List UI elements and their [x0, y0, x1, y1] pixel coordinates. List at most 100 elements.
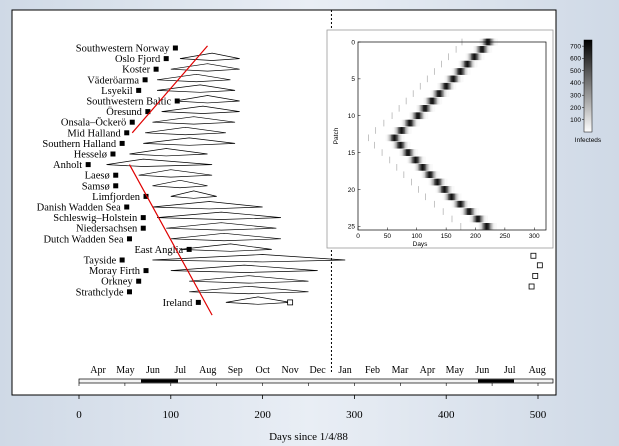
- heatmap-cell: [444, 75, 447, 83]
- epidemic-shape: [175, 95, 240, 104]
- heatmap-cell: [388, 134, 391, 142]
- heatmap-cell: [396, 141, 400, 149]
- heatmap-cell: [403, 119, 407, 127]
- heatmap-cell: [433, 178, 437, 186]
- heatmap-cell: [462, 200, 465, 208]
- heatmap-cell: [432, 97, 436, 105]
- open-marker: [530, 252, 537, 259]
- heatmap-cell: [466, 60, 470, 68]
- heatmap-cell: [470, 53, 474, 61]
- heatmap-cell: [478, 46, 482, 53]
- heatmap-cell: [414, 156, 418, 164]
- heatmap-cell: [413, 119, 416, 127]
- heatmap-cell: [447, 186, 451, 193]
- site-label: Anholt: [53, 160, 82, 171]
- heatmap-cell: [453, 75, 457, 83]
- heatmap-cell: [476, 53, 480, 61]
- heatmap-cell: [449, 75, 453, 83]
- colorbar-tick-label: 400: [570, 80, 581, 87]
- heatmap-cell: [439, 186, 443, 193]
- heatmap-cell: [415, 112, 419, 120]
- heatmap-cell: [417, 112, 420, 120]
- heatmap-cell: [466, 53, 470, 61]
- heatmap-cell: [402, 119, 405, 127]
- heatmap-cell: [418, 105, 422, 112]
- colorbar-title: Infecteds: [575, 137, 602, 144]
- heatmap-cell: [464, 208, 467, 215]
- heatmap-cell: [426, 171, 429, 179]
- heatmap-cell: [434, 97, 437, 105]
- heatmap-cell: [472, 60, 475, 68]
- onset-marker: [126, 289, 132, 295]
- epidemic-shape: [170, 232, 281, 242]
- heatmap-cell: [469, 53, 473, 61]
- heatmap-cell: [417, 119, 420, 127]
- heatmap-cell: [481, 53, 485, 61]
- heatmap-cell: [399, 127, 403, 134]
- colorbar-tick-label: 600: [570, 56, 581, 63]
- heatmap-cell: [481, 215, 484, 223]
- heatmap-cell: [431, 178, 434, 186]
- inset-y-tick-label: 25: [348, 224, 356, 231]
- heatmap-cell: [456, 75, 460, 83]
- open-marker: [532, 272, 539, 279]
- heatmap-cell: [446, 186, 450, 193]
- onset-marker: [110, 151, 116, 157]
- epidemic-shape: [170, 264, 318, 273]
- heatmap-cell: [419, 156, 422, 164]
- heatmap-cell: [421, 156, 425, 164]
- heatmap-cell: [443, 90, 447, 97]
- heatmap-cell: [462, 68, 465, 75]
- heatmap-cell: [395, 127, 398, 134]
- colorbar-tick-label: 300: [570, 93, 581, 100]
- heatmap-cell: [479, 222, 482, 230]
- month-label: May: [446, 365, 464, 376]
- heatmap-cell: [474, 46, 478, 53]
- heatmap-cell: [408, 156, 411, 164]
- heatmap-cell: [410, 112, 414, 120]
- heatmap-cell: [432, 90, 436, 97]
- site-label: Oslo Fjord: [115, 54, 161, 65]
- heatmap-cell: [428, 164, 432, 171]
- heatmap-cell: [442, 82, 446, 90]
- epidemic-shape: [166, 222, 277, 231]
- heatmap-cell: [424, 97, 428, 105]
- site-label: Hesselø: [74, 150, 107, 161]
- heatmap-cell: [430, 90, 433, 97]
- inset-y-tick-label: 5: [351, 76, 355, 83]
- onset-marker: [126, 236, 132, 242]
- heatmap-cell: [402, 127, 405, 134]
- heatmap-cell: [409, 119, 412, 127]
- epidemic-shape: [156, 73, 231, 83]
- heatmap-cell: [397, 134, 401, 142]
- inset-x-tick-label: 200: [470, 233, 481, 240]
- red-trend-line: [128, 164, 213, 316]
- heatmap-cell: [426, 164, 429, 171]
- onset-marker: [85, 162, 91, 168]
- heatmap-cell: [393, 134, 397, 142]
- heatmap-cell: [479, 215, 483, 223]
- heatmap-cell: [424, 164, 428, 171]
- onset-marker: [119, 140, 125, 146]
- heatmap-cell: [389, 134, 393, 142]
- heatmap-cell: [488, 46, 491, 53]
- heatmap-cell: [444, 178, 448, 186]
- heatmap-cell: [413, 112, 416, 120]
- heatmap-cell: [459, 68, 463, 75]
- heatmap-cell: [417, 164, 421, 171]
- site-label: Öresund: [106, 106, 142, 118]
- heatmap-cell: [442, 90, 446, 97]
- heatmap-cell: [476, 208, 480, 215]
- heatmap-cell: [438, 97, 441, 105]
- onset-marker: [140, 215, 146, 221]
- heatmap-cell: [487, 222, 491, 230]
- heatmap-cell: [427, 97, 430, 105]
- heatmap-cell: [391, 134, 394, 142]
- heatmap-cell: [424, 112, 427, 120]
- heatmap-cell: [439, 97, 443, 105]
- heatmap-cell: [395, 134, 398, 142]
- heatmap-cell: [413, 164, 417, 171]
- heatmap-cell: [408, 149, 412, 156]
- heatmap-cell: [420, 156, 424, 164]
